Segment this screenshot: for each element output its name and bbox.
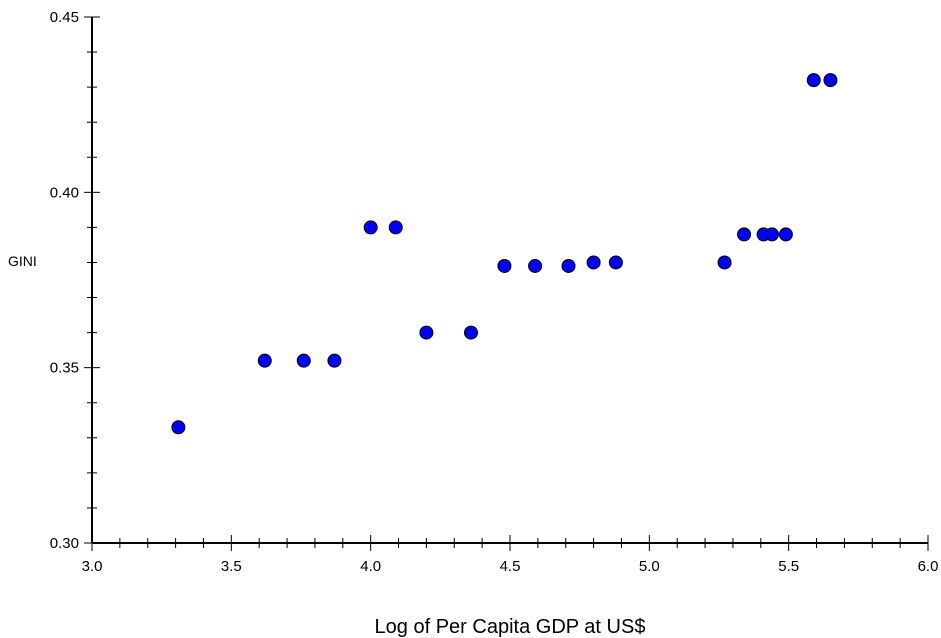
y-tick-label: 0.35 <box>50 360 79 377</box>
y-tick-label: 0.45 <box>50 9 79 26</box>
data-point <box>561 258 576 273</box>
data-point <box>778 227 793 242</box>
data-point <box>608 255 623 270</box>
x-tick-label: 3.5 <box>221 558 242 575</box>
data-point <box>764 227 779 242</box>
x-tick-label: 4.0 <box>360 558 381 575</box>
y-tick-label: 0.30 <box>50 535 79 552</box>
y-axis-label: GINI <box>8 253 37 269</box>
data-point <box>717 255 732 270</box>
x-tick-label: 4.5 <box>500 558 521 575</box>
data-point <box>257 353 272 368</box>
x-axis-label: Log of Per Capita GDP at US$ <box>375 616 646 638</box>
y-tick-label: 0.40 <box>50 184 79 201</box>
x-tick-label: 5.5 <box>778 558 799 575</box>
x-tick-label: 3.0 <box>82 558 103 575</box>
data-point <box>419 325 434 340</box>
x-tick-label: 6.0 <box>918 558 939 575</box>
data-point <box>171 420 186 435</box>
data-point <box>497 258 512 273</box>
data-point <box>528 258 543 273</box>
data-point <box>823 73 838 88</box>
data-point <box>737 227 752 242</box>
data-point <box>806 73 821 88</box>
x-tick-label: 5.0 <box>639 558 660 575</box>
x-axis-ticks: 3.0 3.5 4.0 4.5 5.0 5.5 6.0 <box>82 535 939 575</box>
data-point <box>363 220 378 235</box>
data-point <box>586 255 601 270</box>
y-axis-ticks: 0.30 0.35 0.40 0.45 <box>50 9 100 552</box>
data-point <box>327 353 342 368</box>
data-points <box>171 73 838 435</box>
data-point <box>463 325 478 340</box>
axes <box>91 17 928 544</box>
data-point <box>388 220 403 235</box>
data-point <box>296 353 311 368</box>
